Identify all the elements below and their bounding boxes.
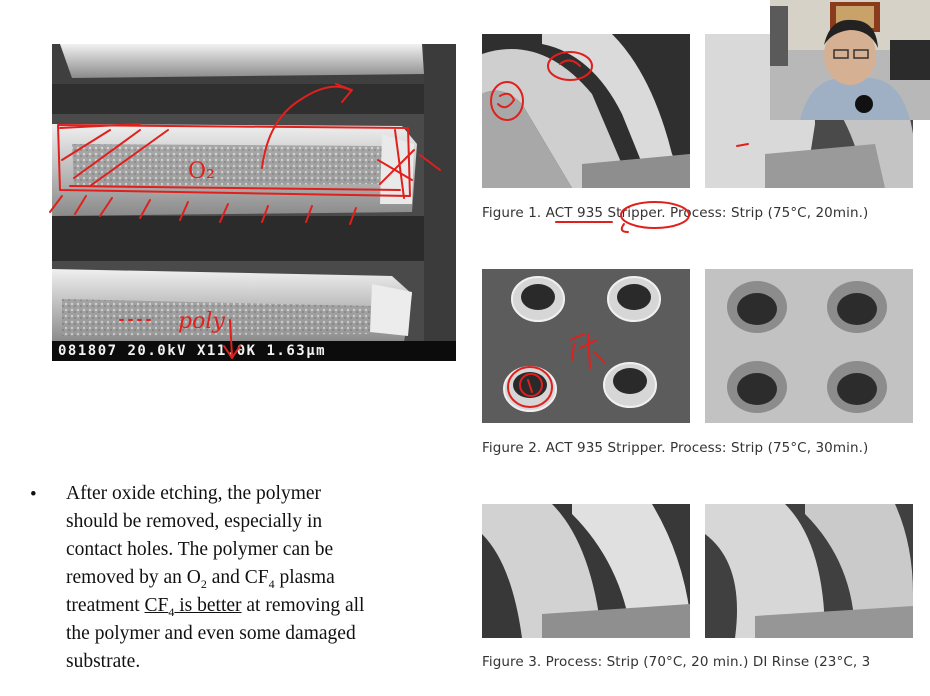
underlined-phrase: CF4 is better xyxy=(144,595,242,619)
figure2-caption: Figure 2. ACT 935 Stripper. Process: Str… xyxy=(482,440,869,456)
figure1-image-left xyxy=(482,34,690,188)
sem-image-main xyxy=(52,44,456,342)
bullet-line-1: After oxide etching, the polymer xyxy=(66,483,322,504)
bullet-paragraph: After oxide etching, the polymer should … xyxy=(66,480,446,676)
figure3-caption: Figure 3. Process: Strip (70°C, 20 min.)… xyxy=(482,654,871,670)
bullet-line-3: contact holes. The polymer can be xyxy=(66,539,334,560)
bullet-line-4: removed by an O2 and CF4 plasma xyxy=(66,567,335,591)
bullet-line-5: treatment CF4 is better at removing all xyxy=(66,595,365,619)
figure3-image-right xyxy=(705,504,913,638)
figure1-caption: Figure 1. ACT 935 Stripper. Process: Str… xyxy=(482,205,869,221)
figure2-image-right xyxy=(705,269,913,423)
figure3-image-left xyxy=(482,504,690,638)
bullet-symbol: • xyxy=(30,484,37,505)
sem-scale-bar: 081807 20.0kV X11.0K 1.63μm xyxy=(52,341,456,361)
figure2-image-left xyxy=(482,269,690,423)
webcam-overlay xyxy=(770,0,930,120)
bullet-line-7: substrate. xyxy=(66,651,141,672)
bullet-line-6: the polymer and even some damaged xyxy=(66,623,356,644)
bullet-line-2: should be removed, especially in xyxy=(66,511,323,532)
